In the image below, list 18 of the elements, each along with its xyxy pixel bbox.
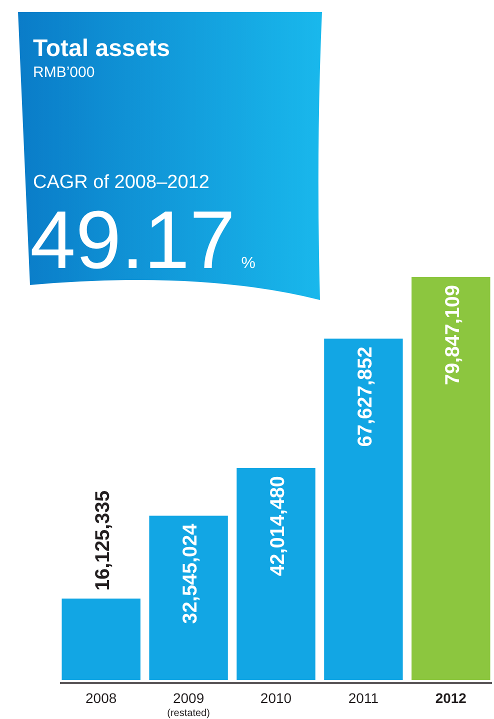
x-tick-label: 2010 [260,690,292,706]
bar [324,338,403,680]
data-label: 32,545,024 [180,522,202,624]
bar [62,598,140,680]
bar [412,277,490,680]
x-tick-label: 2008 [86,690,117,706]
bar [149,516,228,680]
data-label: 67,627,852 [354,346,376,447]
text: CAGR of 2008–2012 [33,172,210,193]
data-label: 16,125,335 [92,490,114,591]
x-tick-label: 2011 [348,690,379,706]
chart-title: Total assets [33,35,170,62]
annotation: 49.17% [30,195,256,286]
data-label: 79,847,109 [442,285,464,386]
x-tick-label: 2012 [435,690,467,706]
data-label: 42,014,480 [267,476,289,576]
bar [236,468,316,680]
chart-subtitle: RMB’000 [33,64,95,81]
